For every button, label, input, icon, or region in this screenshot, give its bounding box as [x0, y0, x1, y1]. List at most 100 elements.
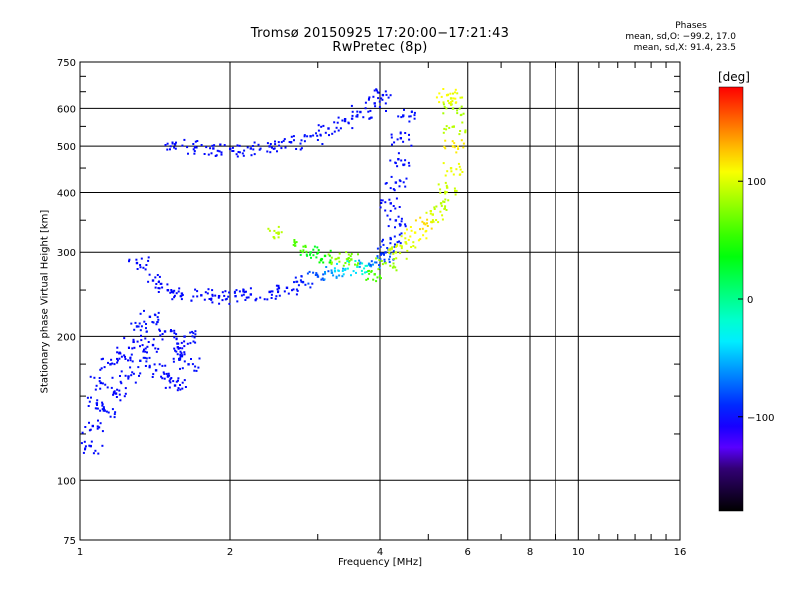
echo-point: [183, 335, 186, 338]
echo-point: [154, 314, 157, 317]
echo-point: [299, 142, 302, 145]
echo-point: [172, 291, 175, 294]
echo-point: [375, 88, 378, 91]
echo-point: [293, 240, 296, 243]
echo-point: [158, 328, 161, 331]
echo-point: [164, 386, 167, 389]
echo-point: [210, 298, 213, 301]
echo-point: [453, 146, 456, 149]
echo-point: [204, 291, 207, 294]
echo-point: [179, 353, 182, 356]
echo-point: [243, 149, 246, 152]
echo-point: [163, 372, 166, 375]
echo-point: [255, 297, 258, 300]
echo-point: [381, 263, 384, 266]
echo-point: [293, 139, 295, 142]
echo-point: [426, 218, 429, 221]
echo-point: [274, 297, 277, 300]
echo-point: [328, 261, 331, 264]
echo-point: [102, 409, 105, 412]
echo-point: [109, 363, 112, 366]
echo-point: [181, 387, 184, 390]
echo-point: [173, 384, 177, 387]
echo-point: [189, 331, 192, 334]
echo-point: [277, 236, 280, 239]
echo-point: [432, 220, 435, 223]
echo-point: [451, 145, 455, 148]
echo-point: [116, 361, 119, 364]
echo-point: [119, 380, 122, 383]
echo-point: [408, 164, 411, 167]
echo-point: [383, 258, 386, 261]
echo-point: [309, 286, 312, 289]
echo-point: [217, 296, 220, 299]
echo-point: [309, 253, 311, 256]
echo-point: [193, 152, 196, 155]
echo-point: [343, 119, 347, 123]
y-tick-label: 400: [57, 188, 76, 199]
echo-point: [155, 283, 158, 285]
echo-point: [176, 342, 179, 345]
echo-point: [236, 144, 239, 147]
echo-point: [292, 243, 295, 246]
echo-point: [210, 152, 213, 155]
echo-point: [306, 272, 309, 275]
echo-point: [101, 408, 104, 411]
echo-point: [186, 146, 189, 149]
echo-point: [208, 298, 211, 300]
echo-point: [397, 115, 400, 118]
echo-point: [393, 235, 396, 238]
echo-point: [179, 347, 181, 350]
echo-point: [308, 270, 311, 273]
echo-point: [380, 260, 383, 262]
echo-point: [320, 278, 323, 281]
echo-point: [173, 143, 177, 146]
echo-point: [395, 244, 398, 247]
echo-point: [118, 351, 121, 354]
echo-point: [177, 377, 180, 380]
echo-point: [409, 235, 412, 238]
echo-point: [119, 399, 122, 402]
echo-point: [179, 357, 182, 360]
echo-point: [169, 145, 172, 148]
echo-point: [143, 309, 145, 312]
echo-point: [175, 380, 178, 383]
echo-point: [152, 321, 155, 324]
echo-point: [242, 154, 245, 157]
echo-point: [369, 109, 372, 112]
echo-point: [333, 267, 336, 270]
echo-point: [179, 350, 182, 353]
echo-point: [391, 247, 393, 250]
echo-point: [113, 413, 116, 416]
echo-point: [294, 242, 297, 245]
echo-point: [173, 289, 176, 292]
echo-point: [316, 246, 319, 249]
echo-point: [320, 125, 323, 128]
echo-point: [456, 92, 459, 95]
echo-point: [192, 332, 195, 335]
echo-point: [370, 116, 373, 119]
echo-point: [191, 335, 194, 338]
echo-point: [145, 323, 147, 325]
echo-point: [180, 298, 183, 301]
echo-point: [157, 311, 160, 314]
echo-point: [306, 254, 309, 257]
echo-point: [455, 151, 458, 154]
echo-point: [140, 339, 143, 342]
echo-point: [350, 253, 353, 255]
echo-point: [456, 112, 459, 115]
echo-point: [175, 292, 178, 295]
echo-point: [304, 283, 307, 286]
echo-point: [380, 277, 382, 280]
echo-point: [179, 295, 182, 298]
echo-point: [389, 237, 392, 241]
echo-point: [101, 404, 104, 407]
echo-point: [164, 364, 167, 367]
echo-point: [322, 124, 325, 127]
echo-point: [158, 280, 160, 283]
echo-point: [380, 199, 382, 202]
echo-point: [172, 357, 175, 360]
echo-point: [285, 286, 289, 289]
echo-point: [158, 287, 161, 290]
echo-point: [91, 424, 95, 428]
